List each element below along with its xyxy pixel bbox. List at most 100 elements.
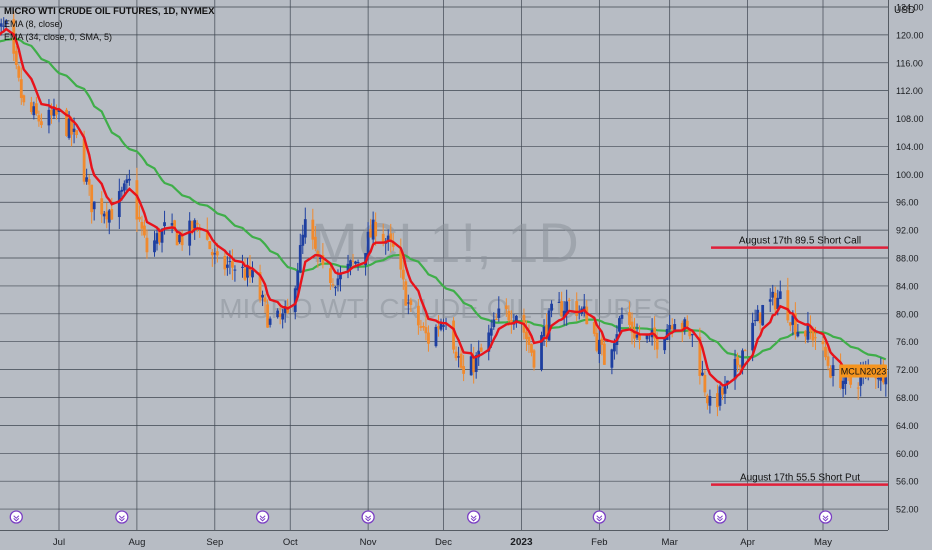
candle-up bbox=[442, 325, 445, 327]
candle-up bbox=[477, 350, 481, 358]
candle-down bbox=[175, 232, 179, 246]
candle-up bbox=[356, 261, 360, 263]
candle-down bbox=[680, 322, 684, 330]
indicator-ema-slow-label[interactable]: EMA (34, close, 0, SMA, 5) bbox=[4, 32, 113, 42]
candle-up bbox=[884, 371, 888, 385]
candle-up bbox=[406, 302, 410, 304]
candle-down bbox=[738, 364, 742, 368]
candle-up bbox=[635, 334, 639, 338]
candle-down bbox=[389, 233, 393, 241]
candle-down bbox=[527, 336, 531, 345]
candle-up bbox=[276, 310, 280, 318]
candle-down bbox=[138, 216, 141, 220]
candle-up bbox=[618, 318, 621, 332]
x-tick-label: Aug bbox=[128, 537, 145, 548]
candle-up bbox=[261, 294, 264, 298]
candle-down bbox=[258, 272, 262, 300]
candle-down bbox=[585, 306, 589, 325]
candle-up bbox=[542, 326, 546, 337]
time-axis[interactable]: Jul Aug Sep Oct Nov Dec 2023 Feb Mar Apr May bbox=[0, 530, 888, 549]
ema-fast-layer bbox=[0, 27, 887, 387]
event-marker-chevron-icon bbox=[822, 515, 829, 522]
candle-up bbox=[371, 219, 375, 240]
candle-down bbox=[630, 321, 634, 333]
event-marker-chevron-icon bbox=[118, 515, 125, 522]
currency-label: USD bbox=[894, 5, 916, 16]
candle-up bbox=[52, 107, 56, 116]
candle-up bbox=[487, 332, 491, 352]
candle-down bbox=[311, 219, 315, 240]
candle-down bbox=[452, 320, 455, 350]
candle-up bbox=[233, 269, 237, 271]
event-marker-icon[interactable] bbox=[713, 510, 727, 524]
y-tick-label: 104.00 bbox=[896, 142, 924, 152]
event-marker-icon[interactable] bbox=[592, 510, 606, 524]
candle-down bbox=[716, 393, 719, 408]
candle-down bbox=[19, 79, 23, 98]
candle-down bbox=[145, 237, 149, 253]
candle-up bbox=[251, 269, 254, 278]
event-marker-icon[interactable] bbox=[361, 510, 375, 524]
y-tick-label: 84.00 bbox=[896, 281, 919, 291]
candle-up bbox=[301, 234, 305, 246]
candle-up bbox=[668, 324, 672, 330]
candle-down bbox=[381, 233, 385, 243]
candle-down bbox=[140, 221, 144, 229]
candle-up bbox=[163, 222, 166, 227]
candle-down bbox=[653, 327, 657, 339]
candle-down bbox=[856, 387, 860, 389]
event-marker-icon[interactable] bbox=[818, 510, 833, 524]
event-marker-icon[interactable] bbox=[255, 510, 270, 524]
candle-down bbox=[821, 341, 825, 345]
candle-down bbox=[331, 284, 335, 286]
candle-up bbox=[582, 306, 586, 310]
candle-down bbox=[409, 300, 413, 305]
candle-down bbox=[321, 255, 325, 265]
candle-down bbox=[788, 322, 792, 326]
candle-down bbox=[404, 281, 408, 306]
candle-down bbox=[143, 225, 146, 236]
candle-down bbox=[422, 325, 425, 328]
event-marker-icon[interactable] bbox=[467, 510, 481, 524]
candle-down bbox=[592, 321, 596, 334]
candle-down bbox=[703, 375, 707, 393]
candle-up bbox=[120, 189, 124, 192]
candle-up bbox=[246, 265, 249, 278]
y-tick-label: 108.00 bbox=[896, 114, 924, 124]
candle-up bbox=[339, 273, 342, 280]
price-axis[interactable]: 124.00 120.00 116.00 112.00 108.00 104.00 100.… bbox=[888, 0, 932, 550]
event-marker-icon[interactable] bbox=[115, 510, 129, 524]
candle-down bbox=[195, 222, 199, 225]
x-tick-label: 2023 bbox=[510, 537, 533, 548]
candle-down bbox=[595, 332, 599, 351]
event-marker-icon[interactable] bbox=[9, 510, 23, 524]
y-tick-label: 76.00 bbox=[896, 337, 919, 347]
y-tick-label: 92.00 bbox=[896, 226, 919, 236]
candle-up bbox=[700, 372, 704, 376]
candle-up bbox=[32, 106, 36, 116]
candle-down bbox=[494, 318, 498, 320]
candle-up bbox=[796, 332, 800, 337]
indicator-ema-fast-label[interactable]: EMA (8, close) bbox=[4, 19, 63, 29]
candle-down bbox=[173, 220, 177, 230]
candle-up bbox=[67, 119, 71, 138]
y-tick-label: 88.00 bbox=[896, 254, 919, 264]
candle-down bbox=[263, 297, 267, 302]
candle-down bbox=[736, 357, 739, 366]
candle-up bbox=[386, 235, 390, 240]
candle-up bbox=[228, 261, 232, 263]
candle-up bbox=[557, 301, 561, 303]
y-tick-label: 72.00 bbox=[896, 365, 919, 375]
candle-up bbox=[366, 231, 370, 257]
candle-down bbox=[399, 249, 403, 270]
candle-down bbox=[670, 325, 674, 330]
candle-up bbox=[241, 266, 244, 268]
candle-up bbox=[756, 309, 760, 321]
candle-down bbox=[743, 350, 747, 352]
candle-down bbox=[814, 337, 817, 339]
candle-up bbox=[489, 328, 493, 336]
candle-down bbox=[628, 312, 631, 325]
candle-down bbox=[374, 221, 378, 237]
candle-down bbox=[205, 229, 209, 240]
